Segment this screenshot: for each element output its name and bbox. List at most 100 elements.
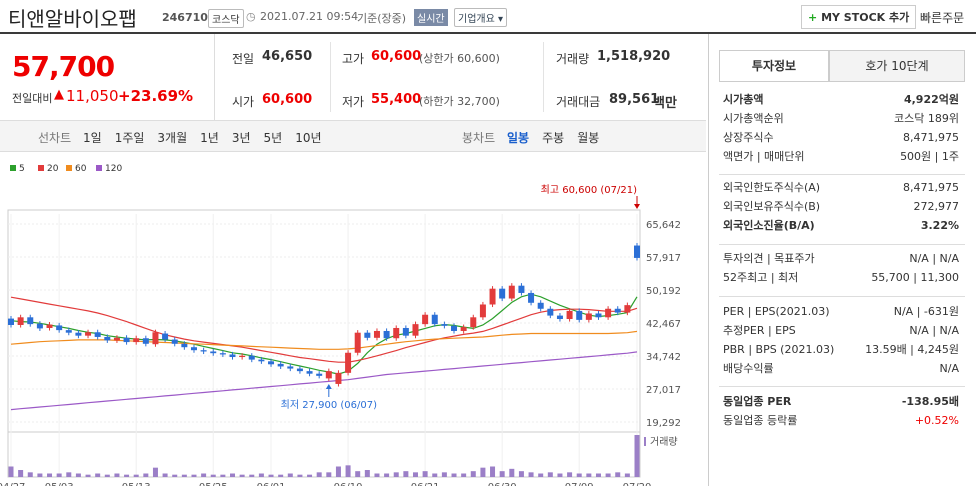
candle-65 (634, 245, 640, 258)
candle-34 (335, 372, 342, 384)
volume-bar-63 (615, 472, 621, 477)
opinion-row-0: 투자의견 | 목표주가 N/A | N/A (709, 249, 976, 268)
marketcap-row-2: 상장주식수 8,471,975 (709, 128, 976, 147)
volume-bar-61 (595, 473, 601, 477)
valuation-key-3: 배당수익률 (723, 362, 774, 375)
candle-28 (277, 363, 284, 367)
line-period-tab-5[interactable]: 5년 (263, 131, 283, 145)
volume-bar-28 (278, 474, 284, 477)
volume-bar-29 (287, 473, 293, 477)
market-badge: 코스닥 (208, 9, 244, 28)
volume-bar-32 (316, 472, 322, 477)
x-tick-label-8: 07/09 (565, 482, 594, 486)
volume-bar-34 (335, 466, 341, 477)
open-label: 시가 (232, 95, 255, 109)
chart-tab-bar: 선차트 1일 1주일 3개월 1년 3년 5년 10년 봉차트 일봉 주봉 월봉 (0, 120, 706, 152)
line-period-tab-3[interactable]: 1년 (200, 131, 219, 145)
candle-44 (431, 314, 438, 325)
candle-period-tab-2[interactable]: 월봉 (577, 131, 600, 145)
candle-62 (605, 308, 612, 318)
y-tick-label-0: 65,642 (646, 220, 681, 231)
line-period-tab-6[interactable]: 10년 (295, 131, 322, 145)
candle-1 (17, 317, 24, 325)
candle-0 (8, 318, 14, 325)
line-period-tab-4[interactable]: 3년 (231, 131, 251, 145)
marketcap-row-1: 시가총액순위 코스닥 189위 (709, 109, 976, 128)
volume-bar-39 (384, 473, 390, 477)
volume-bar-14 (143, 473, 149, 477)
candle-3 (36, 323, 43, 329)
volume-bar-5 (56, 473, 62, 477)
volume-bar-15 (152, 467, 158, 477)
candle-12 (123, 337, 130, 343)
legend-swatch-2 (66, 165, 72, 171)
candle-52 (508, 285, 515, 299)
current-price: 57,700 (12, 50, 115, 83)
volume-bar-52 (509, 468, 515, 477)
amount-value: 89,561 (609, 92, 660, 107)
volume-bar-62 (605, 473, 611, 477)
volume-bar-40 (393, 472, 399, 477)
candle-63 (614, 308, 621, 313)
quick-order-button[interactable]: 빠른주문 (920, 11, 965, 25)
company-overview-button[interactable]: 기업개요 ▾ (454, 8, 508, 27)
opinion-key-0: 투자의견 | 목표주가 (723, 252, 815, 265)
foreign-row-1: 외국인보유주식수(B) 272,977 (709, 197, 976, 216)
marketcap-key-0: 시가총액 (723, 93, 764, 106)
valuation-value-3: N/A (939, 362, 959, 375)
price-chart[interactable]: 5 20 60 120 65,642 57,917 50,192 42,467 34,742 27… (0, 152, 706, 486)
candle-41 (402, 327, 409, 336)
legend-label-3: 120 (105, 164, 122, 174)
marketcap-key-3: 액면가 | 매매단위 (723, 150, 805, 163)
info-group-sector: 동일업종 PER -138.95배 동일업종 등락률 +0.52% (709, 392, 976, 430)
candle-58 (566, 310, 573, 320)
volume-label: 거래량 (556, 52, 590, 66)
high-annotation: 최고 60,600 (07/21) (541, 184, 637, 196)
x-tick-label-6: 06/21 (411, 482, 440, 486)
x-tick-label-4: 06/01 (257, 482, 286, 486)
tab-invest-info[interactable]: 투자정보 (719, 50, 829, 82)
line-period-tab-1[interactable]: 1주일 (114, 131, 145, 145)
candle-57 (556, 315, 563, 320)
volume-bar-38 (374, 473, 380, 477)
realtime-badge[interactable]: 실시간 (414, 9, 448, 26)
volume-bar-59 (576, 473, 582, 477)
prev-close-label: 전일 (232, 52, 255, 66)
candle-period-tab-1[interactable]: 주봉 (542, 131, 565, 145)
low-value: 55,400 (371, 92, 422, 107)
add-mystock-button[interactable]: + MY STOCK 추가 (801, 5, 917, 29)
valuation-row-1: 추정PER | EPS N/A | N/A (709, 321, 976, 340)
sector-value-0: -138.95배 (901, 395, 959, 408)
quote-grid: 전일 46,650 고가 60,600 (상한가 60,600) 거래량 1,5… (216, 34, 706, 120)
candle-5 (56, 325, 63, 331)
volume-bar-24 (239, 474, 245, 477)
candle-26 (258, 359, 265, 362)
volume-bar-50 (490, 466, 496, 477)
tab-order-book[interactable]: 호가 10단계 (829, 50, 965, 82)
y-tick-label-2: 50,192 (646, 286, 681, 297)
volume-bar-37 (364, 470, 370, 477)
candle-43 (422, 314, 429, 325)
volume-bar-0 (8, 466, 14, 477)
candle-25 (248, 355, 255, 360)
volume-bar-56 (547, 472, 553, 477)
volume-bar-26 (258, 473, 264, 477)
foreign-key-2: 외국인소진율(B/A) (723, 219, 815, 232)
chart-frame (7, 209, 641, 478)
candle-6 (65, 330, 72, 333)
volume-bar-22 (220, 474, 226, 477)
candle-50 (489, 288, 496, 305)
volume-bar-33 (326, 472, 332, 477)
info-group-opinion: 투자의견 | 목표주가 N/A | N/A 52주최고 | 최저 55,700 | 1… (709, 249, 976, 287)
volume-bar-46 (451, 473, 457, 477)
line-period-tab-2[interactable]: 3개월 (157, 131, 188, 145)
candle-13 (133, 338, 140, 343)
stock-code: 246710 (162, 11, 208, 24)
info-group-foreign: 외국인한도주식수(A) 8,471,975 외국인보유주식수(B) 272,977 외국… (709, 178, 976, 235)
candle-period-tab-0[interactable]: 일봉 (507, 131, 530, 145)
candle-47 (460, 327, 467, 331)
foreign-value-2: 3.22% (920, 219, 959, 232)
volume-bar-60 (586, 473, 592, 477)
volume-bar-20 (201, 473, 207, 477)
line-period-tab-0[interactable]: 1일 (83, 131, 102, 145)
